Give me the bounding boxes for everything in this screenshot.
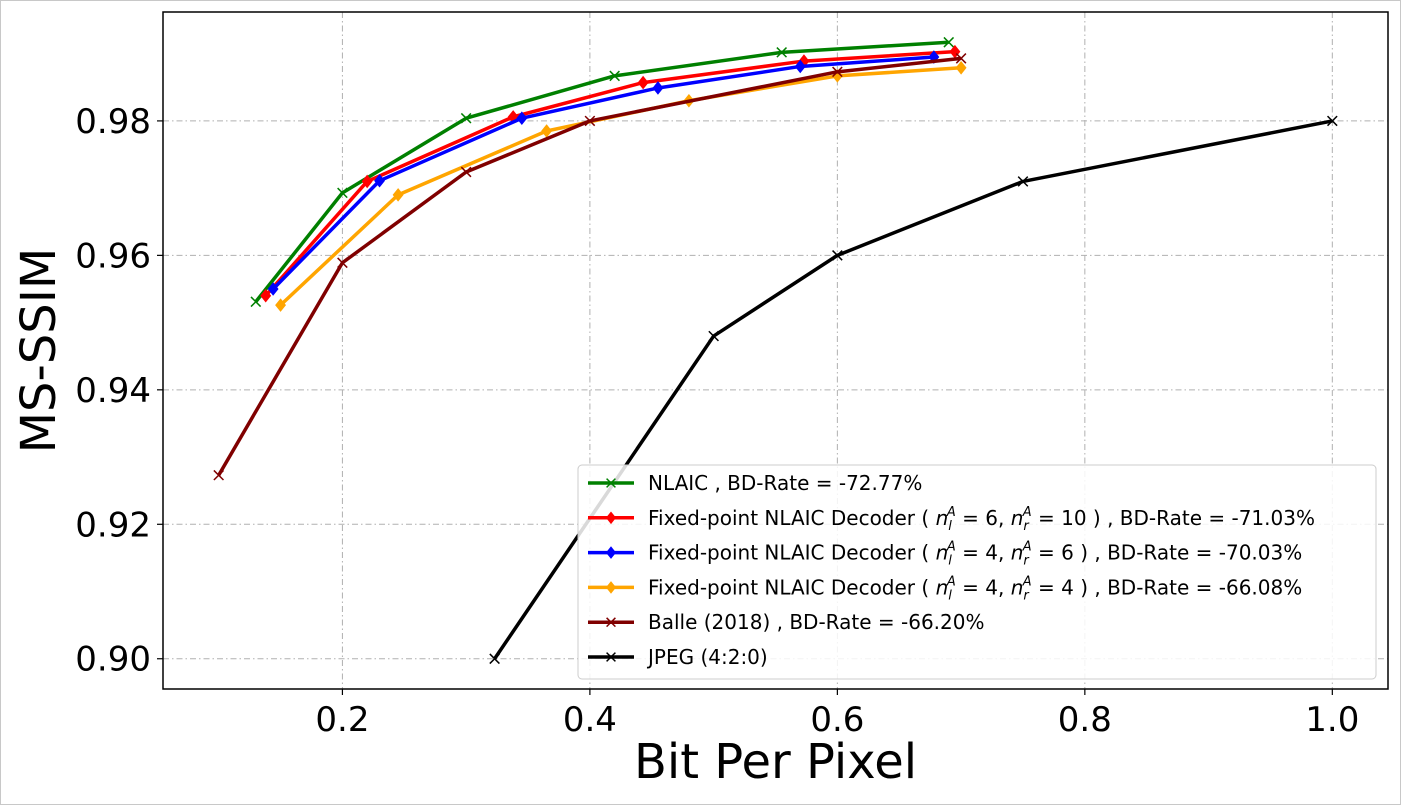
series-line — [254, 40, 949, 303]
data-point — [943, 36, 955, 48]
series-0 — [250, 36, 955, 308]
legend-entry: JPEG (4:2:0) — [588, 645, 768, 669]
y-tick-label: 0.90 — [75, 640, 151, 680]
legend-entry: Balle (2018) , BD-Rate = -66.20% — [588, 610, 984, 634]
series-4 — [213, 53, 967, 481]
x-tick-label: 0.2 — [315, 700, 369, 740]
data-point — [374, 173, 385, 188]
data-point — [1017, 176, 1029, 187]
data-point — [776, 47, 788, 58]
data-point — [832, 66, 843, 78]
legend-marker — [606, 652, 616, 662]
data-point — [250, 296, 262, 308]
legend-entry: NLAIC , BD-Rate = -72.77% — [588, 471, 922, 495]
legend-marker — [606, 478, 616, 488]
data-point — [489, 653, 500, 665]
legend-marker — [605, 511, 617, 525]
legend-label: Balle (2018) , BD-Rate = -66.20% — [648, 610, 984, 634]
legend-entry: Fixed-point NLAIC Decoder ( nlA = 4, nrA… — [588, 574, 1302, 603]
legend-entry: Fixed-point NLAIC Decoder ( nlA = 4, nrA… — [588, 540, 1302, 569]
data-point — [652, 81, 664, 95]
data-point — [267, 282, 279, 296]
legend-marker — [605, 581, 617, 594]
legend-label: Fixed-point NLAIC Decoder ( nlA = 4, nrA… — [648, 574, 1302, 603]
x-axis-ticks: 0.2 0.4 0.6 0.8 1.0 — [315, 689, 1359, 740]
series-5 — [489, 115, 1338, 665]
x-axis-label: Bit Per Pixel — [634, 734, 917, 790]
legend-label: NLAIC , BD-Rate = -72.77% — [648, 471, 922, 495]
data-point — [275, 298, 286, 312]
data-point — [337, 257, 348, 269]
legend: NLAIC , BD-Rate = -72.77% Fixed-point NLA… — [577, 464, 1377, 680]
series-2 — [267, 50, 940, 296]
data-point — [584, 115, 596, 127]
y-tick-label: 0.96 — [75, 236, 151, 276]
y-axis-ticks: 0.90 0.92 0.94 0.96 0.98 — [75, 102, 163, 680]
plot-frame — [162, 11, 1389, 690]
x-tick-label: 1.0 — [1305, 700, 1359, 740]
legend-marker — [605, 546, 617, 559]
data-point — [460, 112, 472, 124]
data-point — [955, 61, 967, 75]
legend-label: JPEG (4:2:0) — [646, 645, 768, 669]
data-point — [832, 250, 843, 261]
legend-label: Fixed-point NLAIC Decoder ( nlA = 4, nrA… — [648, 540, 1302, 569]
y-tick-label: 0.98 — [75, 102, 151, 142]
data-point — [637, 75, 649, 90]
x-tick-label: 0.4 — [563, 700, 617, 740]
x-tick-label: 0.6 — [810, 700, 864, 740]
x-tick-label: 0.8 — [1058, 700, 1112, 740]
data-point — [460, 166, 472, 178]
series-line — [217, 56, 962, 477]
data-point — [1326, 115, 1338, 127]
y-axis-label: MS-SSIM — [11, 248, 67, 454]
y-tick-label: 0.94 — [75, 371, 151, 411]
data-point — [392, 188, 404, 202]
data-point — [213, 469, 225, 481]
data-series — [213, 36, 1338, 665]
data-point — [260, 288, 272, 303]
y-tick-label: 0.92 — [75, 505, 151, 545]
data-point — [708, 330, 719, 342]
legend-marker — [606, 617, 616, 628]
legend-entry: Fixed-point NLAIC Decoder ( nlA = 6, nrA… — [588, 505, 1315, 534]
data-point — [361, 174, 373, 189]
legend-box — [577, 464, 1377, 680]
data-point — [794, 59, 806, 74]
legend-label: Fixed-point NLAIC Decoder ( nlA = 6, nrA… — [648, 505, 1315, 534]
data-point — [337, 187, 348, 199]
data-point — [955, 53, 967, 64]
series-line — [264, 49, 956, 297]
data-point — [516, 111, 528, 126]
data-point — [609, 70, 620, 82]
series-line — [271, 55, 935, 291]
